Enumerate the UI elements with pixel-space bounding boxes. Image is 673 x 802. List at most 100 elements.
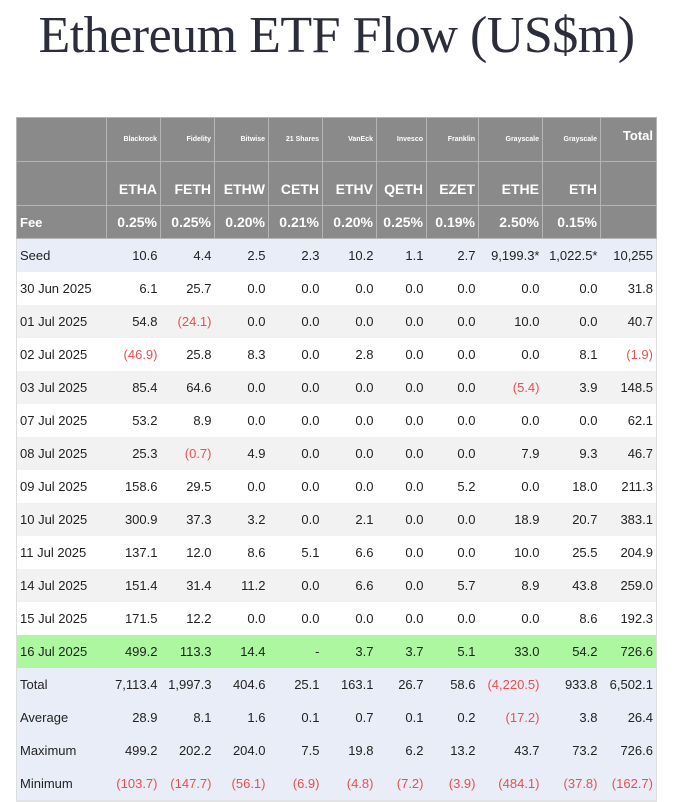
flow-cell: (103.7) bbox=[106, 767, 161, 801]
flow-cell: 54.2 bbox=[542, 635, 601, 668]
flow-cell: 2.5 bbox=[214, 238, 269, 272]
flow-cell: 0.0 bbox=[214, 272, 269, 305]
flow-cell: 25.5 bbox=[542, 536, 601, 569]
flow-cell: 7.5 bbox=[268, 734, 323, 767]
flow-cell: 0.0 bbox=[542, 404, 601, 437]
flow-cell: 0.0 bbox=[322, 371, 377, 404]
row-total-cell: 6,502.1 bbox=[600, 668, 657, 701]
flow-cell: 0.0 bbox=[322, 470, 377, 503]
table-row: 16 Jul 2025 499.2 113.3 14.4-3.7 3.7 5.1 33.0 5… bbox=[16, 635, 657, 668]
flow-cell: 58.6 bbox=[426, 668, 479, 701]
flow-cell: 0.1 bbox=[268, 701, 323, 734]
row-label: Average bbox=[16, 701, 107, 734]
flow-cell: 43.8 bbox=[542, 569, 601, 602]
flow-cell: 31.4 bbox=[160, 569, 215, 602]
flow-cell: 158.6 bbox=[106, 470, 161, 503]
flow-cell: 25.1 bbox=[268, 668, 323, 701]
row-total-cell: 148.5 bbox=[600, 371, 657, 404]
row-label: Total bbox=[16, 668, 107, 701]
flow-cell: 0.0 bbox=[214, 404, 269, 437]
row-label: 16 Jul 2025 bbox=[16, 635, 107, 668]
provider-name: Fidelity bbox=[160, 117, 215, 162]
flow-cell: 19.8 bbox=[322, 734, 377, 767]
flow-cell: - bbox=[268, 635, 323, 668]
flow-cell: 0.0 bbox=[268, 569, 323, 602]
flow-cell: 300.9 bbox=[106, 503, 161, 536]
flow-cell: 33.0 bbox=[478, 635, 543, 668]
page-title: Ethereum ETF Flow (US$m) bbox=[38, 7, 635, 64]
flow-cell: 25.8 bbox=[160, 338, 215, 371]
flow-cell: (4,220.5) bbox=[478, 668, 543, 701]
flow-cell: 151.4 bbox=[106, 569, 161, 602]
row-label: 09 Jul 2025 bbox=[16, 470, 107, 503]
flow-cell: 1,997.3 bbox=[160, 668, 215, 701]
flow-cell: 6.6 bbox=[322, 536, 377, 569]
row-total-cell: 211.3 bbox=[600, 470, 657, 503]
flow-cell: 10.0 bbox=[478, 536, 543, 569]
table-row: Total 7,113.4 1,997.3 404.6 25.1 163.1 26.7 58.… bbox=[16, 668, 657, 701]
flow-cell: (46.9) bbox=[106, 338, 161, 371]
flow-cell: 2.7 bbox=[426, 238, 479, 272]
flow-cell: 8.1 bbox=[542, 338, 601, 371]
ticker-name: ETH bbox=[542, 161, 601, 206]
flow-cell: 20.7 bbox=[542, 503, 601, 536]
flow-cell: 53.2 bbox=[106, 404, 161, 437]
flow-cell: 0.0 bbox=[426, 536, 479, 569]
row-label: Minimum bbox=[16, 767, 107, 801]
flow-cell: 0.0 bbox=[214, 470, 269, 503]
flow-cell: 12.2 bbox=[160, 602, 215, 635]
flow-cell: 1.6 bbox=[214, 701, 269, 734]
table-row: Seed 10.6 4.4 2.5 2.3 10.2 1.1 2.7 9,199.3* 1,022… bbox=[16, 238, 657, 272]
flow-cell: 1.1 bbox=[376, 238, 427, 272]
row-total-cell: (1.9) bbox=[600, 338, 657, 371]
fee-value: 0.25% bbox=[106, 205, 161, 239]
row-label: 30 Jun 2025 bbox=[16, 272, 107, 305]
flow-cell: 3.7 bbox=[322, 635, 377, 668]
table-row: 07 Jul 2025 53.2 8.9 0.0 0.0 0.0 0.0 0.0 0.0 0.0 6… bbox=[16, 404, 657, 437]
flow-cell: 0.0 bbox=[542, 305, 601, 338]
row-total-cell: 726.6 bbox=[600, 635, 657, 668]
flow-cell: 10.6 bbox=[106, 238, 161, 272]
fee-value: 0.25% bbox=[376, 205, 427, 239]
row-label: 02 Jul 2025 bbox=[16, 338, 107, 371]
flow-cell: 25.3 bbox=[106, 437, 161, 470]
flow-cell: 0.0 bbox=[214, 371, 269, 404]
flow-cell: 171.5 bbox=[106, 602, 161, 635]
flow-cell: 0.0 bbox=[268, 404, 323, 437]
flow-cell: 7.9 bbox=[478, 437, 543, 470]
flow-cell: 5.7 bbox=[426, 569, 479, 602]
flow-cell: (3.9) bbox=[426, 767, 479, 801]
fee-value: 0.21% bbox=[268, 205, 323, 239]
flow-cell: 0.0 bbox=[376, 338, 427, 371]
row-total-cell: 383.1 bbox=[600, 503, 657, 536]
flow-cell: 4.4 bbox=[160, 238, 215, 272]
flow-cell: 0.2 bbox=[426, 701, 479, 734]
flow-cell: (0.7) bbox=[160, 437, 215, 470]
flow-cell: 0.0 bbox=[426, 602, 479, 635]
flow-cell: (37.8) bbox=[542, 767, 601, 801]
row-total-cell: 40.7 bbox=[600, 305, 657, 338]
flow-cell: (7.2) bbox=[376, 767, 427, 801]
flow-cell: 163.1 bbox=[322, 668, 377, 701]
row-total-cell: 31.8 bbox=[600, 272, 657, 305]
flow-cell: 204.0 bbox=[214, 734, 269, 767]
flow-cell: 14.4 bbox=[214, 635, 269, 668]
flow-cell: 29.5 bbox=[160, 470, 215, 503]
row-label: 08 Jul 2025 bbox=[16, 437, 107, 470]
flow-cell: 0.0 bbox=[426, 338, 479, 371]
row-total-cell: 62.1 bbox=[600, 404, 657, 437]
table-row: Average 28.9 8.1 1.6 0.1 0.7 0.1 0.2 (17.2) 3.8 26… bbox=[16, 701, 657, 734]
ticker-name: FETH bbox=[160, 161, 215, 206]
fee-label: Fee bbox=[16, 205, 107, 239]
flow-cell: 0.0 bbox=[426, 503, 479, 536]
flow-cell: 18.9 bbox=[478, 503, 543, 536]
flow-cell: (484.1) bbox=[478, 767, 543, 801]
flow-cell: 8.9 bbox=[478, 569, 543, 602]
flow-cell: 0.0 bbox=[376, 470, 427, 503]
flow-cell: 0.0 bbox=[426, 371, 479, 404]
flow-cell: 0.1 bbox=[376, 701, 427, 734]
ticker-header-row: ETHA FETH ETHW CETH ETHV QETH EZET ETHE ETH bbox=[16, 161, 657, 206]
flow-cell: 0.0 bbox=[322, 404, 377, 437]
flow-cell: 933.8 bbox=[542, 668, 601, 701]
row-total-cell: 204.9 bbox=[600, 536, 657, 569]
